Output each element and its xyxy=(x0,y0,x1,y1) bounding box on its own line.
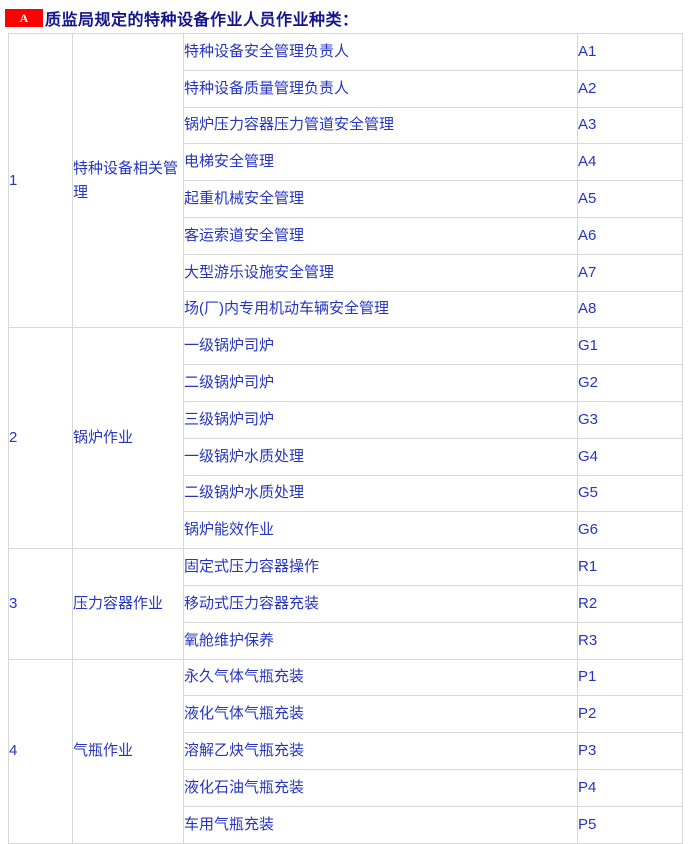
header: A 质监局规定的特种设备作业人员作业种类： xyxy=(0,0,689,29)
item-code-cell: A7 xyxy=(577,253,683,292)
table-row: 锅炉压力容器压力管道安全管理 A3 xyxy=(9,106,683,145)
item-code-cell: G6 xyxy=(577,511,683,550)
table-row: 电梯安全管理 A4 xyxy=(9,143,683,182)
item-name-cell: 一级锅炉水质处理 xyxy=(183,437,578,476)
item-name-cell: 一级锅炉司炉 xyxy=(183,327,578,366)
table-row: 液化石油气瓶充装 P4 xyxy=(9,768,683,807)
item-code-cell: A3 xyxy=(577,106,683,145)
table-row: 2 锅炉作业 一级锅炉司炉 G1 xyxy=(8,327,683,550)
item-code-cell: A2 xyxy=(577,69,683,108)
table-row: 特种设备质量管理负责人 A2 xyxy=(9,69,683,108)
item-code-cell: R3 xyxy=(577,621,683,660)
table-row: 大型游乐设施安全管理 A7 xyxy=(9,253,683,292)
item-code-cell: A1 xyxy=(577,33,683,71)
item-name-cell: 溶解乙炔气瓶充装 xyxy=(183,732,578,770)
table-row: 液化气体气瓶充装 P2 xyxy=(9,695,683,734)
item-name-cell: 特种设备质量管理负责人 xyxy=(183,69,578,108)
item-name-cell: 永久气体气瓶充装 xyxy=(183,658,578,697)
item-code-cell: G1 xyxy=(577,327,683,366)
item-code-cell: A5 xyxy=(577,180,683,218)
row-number-cell: 1 xyxy=(8,32,73,329)
item-code-cell: P2 xyxy=(577,695,683,734)
category-cell: 气瓶作业 xyxy=(72,658,184,844)
category-cell: 特种设备相关管理 xyxy=(72,32,184,329)
item-name-cell: 液化石油气瓶充装 xyxy=(183,768,578,807)
table-row: 3 压力容器作业 固定式压力容器操作 R1 xyxy=(8,548,683,660)
item-name-cell: 大型游乐设施安全管理 xyxy=(183,253,578,292)
item-name-cell: 氧舱维护保养 xyxy=(183,621,578,660)
table-row: 一级锅炉水质处理 G4 xyxy=(9,437,683,476)
item-code-cell: G4 xyxy=(577,437,683,476)
item-code-cell: G2 xyxy=(577,364,683,402)
category-badge: A xyxy=(5,9,43,27)
item-code-cell: A4 xyxy=(577,143,683,182)
item-name-cell: 场(厂)内专用机动车辆安全管理 xyxy=(183,290,578,329)
row-number-cell: 2 xyxy=(8,327,73,550)
item-code-cell: P1 xyxy=(577,658,683,697)
item-name-cell: 锅炉能效作业 xyxy=(183,511,578,550)
item-code-cell: G5 xyxy=(577,474,683,513)
item-name-cell: 二级锅炉司炉 xyxy=(183,364,578,402)
item-name-cell: 移动式压力容器充装 xyxy=(183,584,578,623)
table-row: 客运索道安全管理 A6 xyxy=(9,216,683,255)
item-name-cell: 锅炉压力容器压力管道安全管理 xyxy=(183,106,578,145)
category-cell: 锅炉作业 xyxy=(72,327,184,550)
item-name-cell: 车用气瓶充装 xyxy=(183,805,578,844)
categories-table: 1 特种设备相关管理 特种设备安全管理负责人 A1 特种设备质量管理负责人 A2 锅炉压力容… xyxy=(8,32,683,844)
table-row: 二级锅炉司炉 G2 xyxy=(9,364,683,402)
item-code-cell: P4 xyxy=(577,768,683,807)
item-code-cell: A6 xyxy=(577,216,683,255)
item-code-cell: R2 xyxy=(577,584,683,623)
item-code-cell: P3 xyxy=(577,732,683,770)
item-name-cell: 客运索道安全管理 xyxy=(183,216,578,255)
item-name-cell: 二级锅炉水质处理 xyxy=(183,474,578,513)
table-row: 移动式压力容器充装 R2 xyxy=(9,584,683,623)
table-row: 1 特种设备相关管理 特种设备安全管理负责人 A1 xyxy=(8,32,683,329)
item-code-cell: R1 xyxy=(577,548,683,586)
table-row: 三级锅炉司炉 G3 xyxy=(9,400,683,439)
table-row: 二级锅炉水质处理 G5 xyxy=(9,474,683,513)
row-number-cell: 3 xyxy=(8,548,73,660)
item-name-cell: 特种设备安全管理负责人 xyxy=(183,33,578,71)
table-row: 锅炉能效作业 G6 xyxy=(9,511,683,550)
table-row: 场(厂)内专用机动车辆安全管理 A8 xyxy=(9,290,683,329)
item-code-cell: A8 xyxy=(577,290,683,329)
category-cell: 压力容器作业 xyxy=(72,548,184,660)
row-number-cell: 4 xyxy=(8,658,73,844)
page-title: 质监局规定的特种设备作业人员作业种类： xyxy=(45,12,359,29)
item-name-cell: 液化气体气瓶充装 xyxy=(183,695,578,734)
item-code-cell: P5 xyxy=(577,805,683,844)
item-code-cell: G3 xyxy=(577,400,683,439)
table-row: 起重机械安全管理 A5 xyxy=(9,180,683,218)
table-row: 溶解乙炔气瓶充装 P3 xyxy=(9,732,683,770)
table-row: 氧舱维护保养 R3 xyxy=(9,621,683,660)
item-name-cell: 电梯安全管理 xyxy=(183,143,578,182)
item-name-cell: 固定式压力容器操作 xyxy=(183,548,578,586)
item-name-cell: 三级锅炉司炉 xyxy=(183,400,578,439)
table-row: 4 气瓶作业 永久气体气瓶充装 P1 xyxy=(8,658,683,844)
item-name-cell: 起重机械安全管理 xyxy=(183,180,578,218)
